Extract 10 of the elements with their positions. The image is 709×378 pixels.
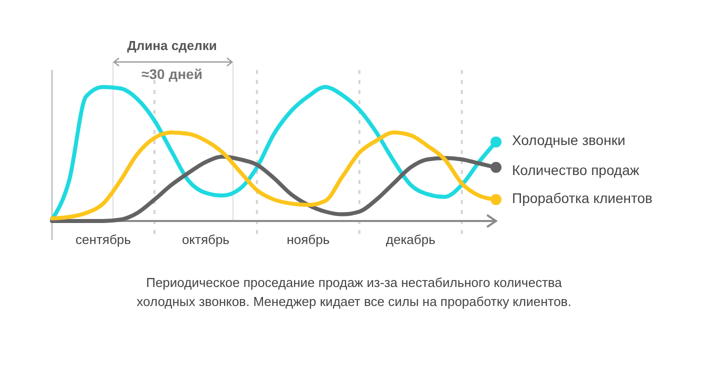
- x-tick-label: октябрь: [182, 232, 230, 248]
- text: ≈30 дней: [142, 66, 202, 82]
- series-label: Проработка клиентов: [512, 190, 652, 206]
- text: Длина сделки: [127, 38, 217, 53]
- x-tick-label: сентябрь: [76, 232, 132, 248]
- series-label: Количество продаж: [512, 162, 640, 178]
- x-tick-label: ноябрь: [286, 232, 330, 248]
- x-tick-label: декабрь: [386, 232, 436, 248]
- text: Периодическое проседание продаж из-за нестабильного количества холодных звонков. Менеджер кидает все силы на проработку клиентов.: [136, 275, 572, 309]
- series-label: Холодные звонки: [512, 132, 626, 148]
